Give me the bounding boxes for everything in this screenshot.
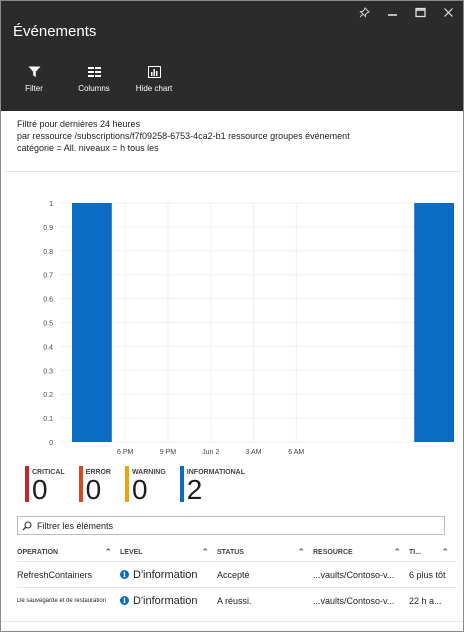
events-table: OPERATION ⌃ LEVEL ⌃ STATUS ⌃ RESOURCE ⌃ TI..…: [17, 543, 457, 613]
sort-caret-icon: ⌃: [393, 546, 401, 557]
legend-error-label: ERROR: [85, 469, 111, 476]
column-header-resource[interactable]: RESOURCE ⌃: [313, 547, 409, 558]
legend-error-swatch: [78, 466, 83, 502]
x-tick-label: 9 PM: [160, 449, 177, 456]
info-icon: i: [120, 570, 129, 579]
window-controls: [357, 5, 455, 19]
sort-caret-icon: ⌃: [104, 546, 112, 557]
cell-level: i D'information: [120, 569, 217, 581]
table-row[interactable]: RefreshContainers i D'information Accepté…: [17, 561, 457, 587]
table-row[interactable]: De sauvegarde et de restauration i D'info…: [17, 587, 457, 613]
legend-error[interactable]: ERROR 0: [78, 466, 111, 505]
legend-critical-label: CRITICAL: [32, 469, 65, 476]
y-tick-label: 0.6: [43, 297, 53, 304]
legend-error-count: 0: [85, 474, 102, 505]
legend-informational-count: 2: [186, 474, 203, 505]
y-tick-label: 1: [49, 201, 53, 208]
table-header: OPERATION ⌃ LEVEL ⌃ STATUS ⌃ RESOURCE ⌃ TI..…: [17, 543, 457, 561]
search-input[interactable]: [37, 520, 437, 531]
sort-caret-icon: ⌃: [441, 546, 449, 557]
hide-chart-button[interactable]: Hide chart: [131, 65, 177, 93]
columns-button[interactable]: Columns: [71, 65, 117, 93]
y-tick-label: 0.2: [43, 392, 53, 399]
x-tick-label: Jun 2: [202, 449, 219, 456]
event-level-legend: CRITICAL 0 ERROR 0 WARNING 0 INFORMATION…: [25, 466, 245, 504]
info-icon: i: [120, 596, 129, 605]
filter-summary-category: catégorie = All. niveaux = h tous les: [17, 143, 159, 153]
cell-level-text: D'information: [133, 568, 198, 581]
cell-time: 22 h a...: [409, 595, 442, 606]
column-header-operation[interactable]: OPERATION ⌃: [17, 547, 120, 558]
cell-status: A réussi.: [217, 595, 252, 606]
divider: [5, 171, 460, 172]
y-tick-label: 0.7: [43, 273, 53, 280]
chart-bar: [72, 203, 112, 442]
columns-icon: [87, 65, 101, 79]
toolbar: Filter Columns Hide chart: [11, 65, 177, 93]
cell-status: Accepté: [217, 569, 250, 580]
search-icon: [22, 520, 32, 530]
blade-header: Événements Filter Columns: [1, 1, 463, 111]
legend-informational-swatch: [179, 466, 184, 502]
x-tick-label: 6 PM: [117, 449, 134, 456]
filter-label: Filter: [25, 84, 43, 93]
column-header-label: OPERATION: [17, 548, 59, 556]
legend-critical-swatch: [25, 466, 29, 502]
cell-operation: De sauvegarde et de restauration: [17, 597, 107, 604]
column-header-level[interactable]: LEVEL ⌃: [120, 547, 217, 558]
y-tick-label: 0.9: [43, 225, 53, 232]
column-header-time[interactable]: TI... ⌃: [409, 547, 457, 558]
legend-informational-label: INFORMATIONAL: [186, 469, 245, 476]
pin-icon[interactable]: [357, 5, 371, 19]
column-header-status[interactable]: STATUS ⌃: [217, 547, 313, 558]
minimize-icon[interactable]: [385, 5, 399, 19]
y-tick-label: 0: [49, 440, 53, 447]
legend-critical[interactable]: CRITICAL 0: [25, 466, 65, 504]
y-tick-label: 0.3: [43, 368, 53, 375]
column-header-label: RESOURCE: [313, 548, 353, 556]
cell-resource: ...vaults/Contoso-v...: [313, 569, 395, 580]
y-tick-label: 0.1: [43, 416, 53, 423]
chart-bar: [414, 203, 454, 442]
legend-informational[interactable]: INFORMATIONAL 2: [179, 466, 245, 505]
column-header-label: LEVEL: [120, 548, 143, 556]
blade-title: Événements: [13, 23, 97, 40]
divider: [1, 621, 463, 622]
filter-items-search: [17, 516, 445, 535]
x-tick-label: 6 AM: [288, 449, 304, 456]
close-icon[interactable]: [441, 5, 455, 19]
filter-summary-resource: par ressource /subscriptions/f7f09258-67…: [17, 131, 350, 141]
columns-label: Columns: [78, 84, 110, 93]
sort-caret-icon: ⌃: [201, 546, 209, 557]
legend-warning-count: 0: [131, 474, 148, 505]
y-tick-label: 0.4: [43, 344, 53, 351]
events-bar-chart: 0 0.1 0.2 0.3 0.4 0.5 0.6 0.7 0.8 0.9 1 6 PM 9 PM Jun…: [43, 201, 454, 456]
legend-warning-label: WARNING: [131, 469, 166, 476]
legend-critical-count: 0: [32, 474, 48, 505]
legend-warning-swatch: [124, 466, 129, 502]
bar-chart-icon: [147, 65, 161, 79]
sort-caret-icon: ⌃: [297, 546, 305, 557]
maximize-icon[interactable]: [413, 5, 427, 19]
column-header-label: STATUS: [217, 548, 244, 556]
filter-summary-time: Filtré pour dernières 24 heures: [17, 119, 141, 129]
cell-resource: ...vaults/Contoso-v...: [313, 595, 395, 606]
hide-chart-label: Hide chart: [135, 84, 173, 93]
column-header-label: TI...: [409, 548, 422, 556]
x-tick-label: 3 AM: [246, 449, 262, 456]
y-tick-label: 0.5: [43, 321, 53, 328]
filter-icon: [28, 65, 41, 79]
cell-level: i D'information: [120, 595, 217, 607]
legend-warning[interactable]: WARNING 0: [124, 466, 166, 505]
filter-summary[interactable]: Filtré pour dernières 24 heures par ress…: [17, 118, 457, 154]
filter-button[interactable]: Filter: [11, 65, 57, 93]
y-tick-label: 0.8: [43, 249, 53, 256]
cell-time: 6 plus tôt: [409, 569, 446, 580]
cell-level-text: D'information: [133, 594, 198, 607]
cell-operation: RefreshContainers: [17, 569, 93, 580]
